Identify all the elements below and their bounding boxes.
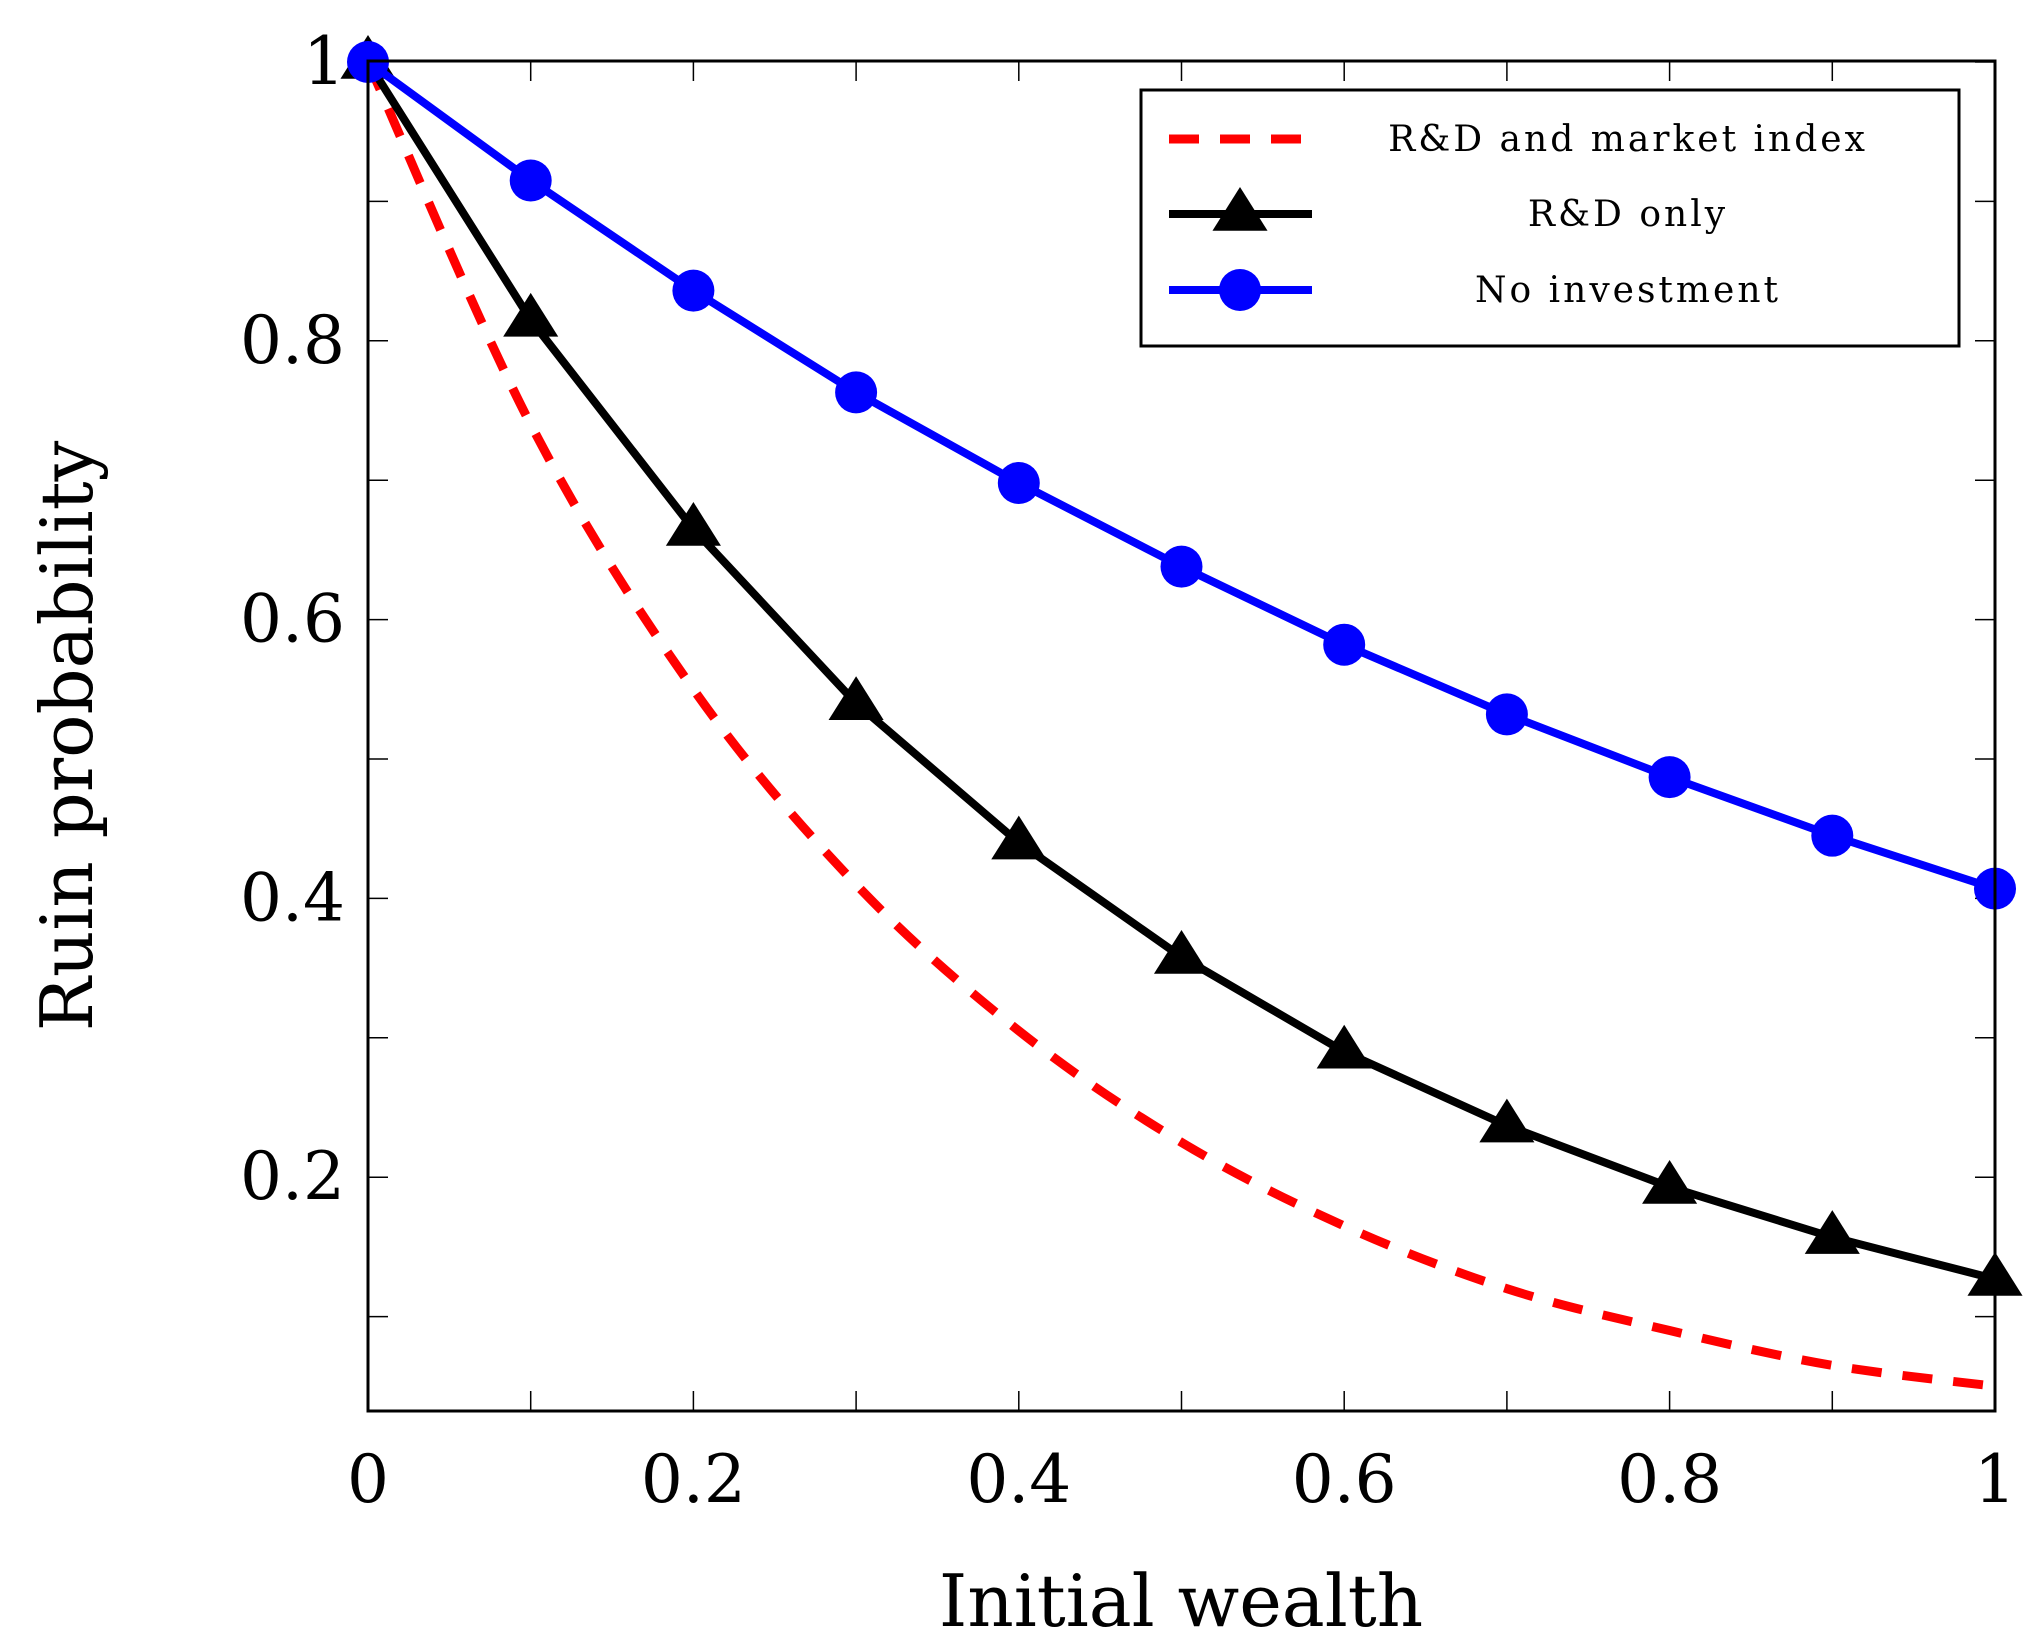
x-tick-label: 0.6 [1292, 1441, 1397, 1518]
x-tick-label: 0 [347, 1441, 389, 1518]
x-tick-label: 1 [1974, 1441, 2016, 1518]
data-point-triangle [1316, 1024, 1372, 1069]
legend-marker-triangle [1212, 187, 1268, 231]
series-dashed-line [363, 60, 1996, 1391]
x-axis-title: Initial wealth [939, 1559, 1423, 1643]
legend-marker-circle [1219, 269, 1261, 311]
data-point-circle [1811, 814, 1854, 857]
legend-label: R&D and market index [1388, 119, 1868, 160]
data-point-circle [1648, 756, 1691, 799]
data-point-circle [672, 269, 715, 312]
data-point-circle [1160, 545, 1203, 588]
data-point-triangle [1642, 1159, 1698, 1204]
y-axis-title: Ruin probability [25, 440, 109, 1031]
axis-ticks [367, 61, 1996, 1411]
data-point-circle [1323, 623, 1366, 666]
plot-frame [366, 59, 1997, 1413]
legend: R&D and market index R&D only No investmen… [1139, 88, 1961, 348]
data-point-triangle [991, 815, 1047, 860]
legend-entries: R&D and market index R&D only No investmen… [1169, 119, 1868, 311]
legend-entry: No investment [1169, 269, 1781, 311]
series-triangle-line [340, 35, 2023, 1296]
data-point-triangle [503, 292, 559, 337]
data-point-triangle [1479, 1098, 1535, 1143]
data-point-circle [509, 159, 552, 202]
x-tick-label: 0.4 [966, 1441, 1071, 1518]
series-line-path [363, 60, 1996, 1391]
x-tick-label: 0.8 [1617, 1441, 1722, 1518]
tick-labels: 0 0.2 0.4 0.6 0.8 1 0.2 0.4 0.6 0.8 1 [240, 23, 2016, 1518]
legend-entry: R&D only [1169, 187, 1728, 235]
y-tick-label: 0.4 [240, 859, 345, 936]
data-point-triangle [1153, 929, 1210, 974]
data-point-triangle [1804, 1210, 1860, 1254]
legend-label: R&D only [1528, 194, 1728, 235]
y-tick-label: 0.8 [240, 302, 345, 379]
data-series [340, 35, 2023, 1391]
y-tick-label: 0.2 [240, 1138, 345, 1215]
y-tick-label: 1 [303, 23, 345, 100]
data-point-circle [997, 461, 1040, 504]
data-point-circle [1485, 693, 1528, 736]
x-tick-label: 0.2 [641, 1441, 746, 1518]
data-point-triangle [665, 501, 721, 546]
legend-entry: R&D and market index [1169, 119, 1868, 160]
data-point-triangle [828, 676, 884, 720]
data-point-circle [835, 371, 878, 414]
legend-label: No investment [1475, 270, 1781, 311]
y-tick-label: 0.6 [240, 581, 345, 658]
